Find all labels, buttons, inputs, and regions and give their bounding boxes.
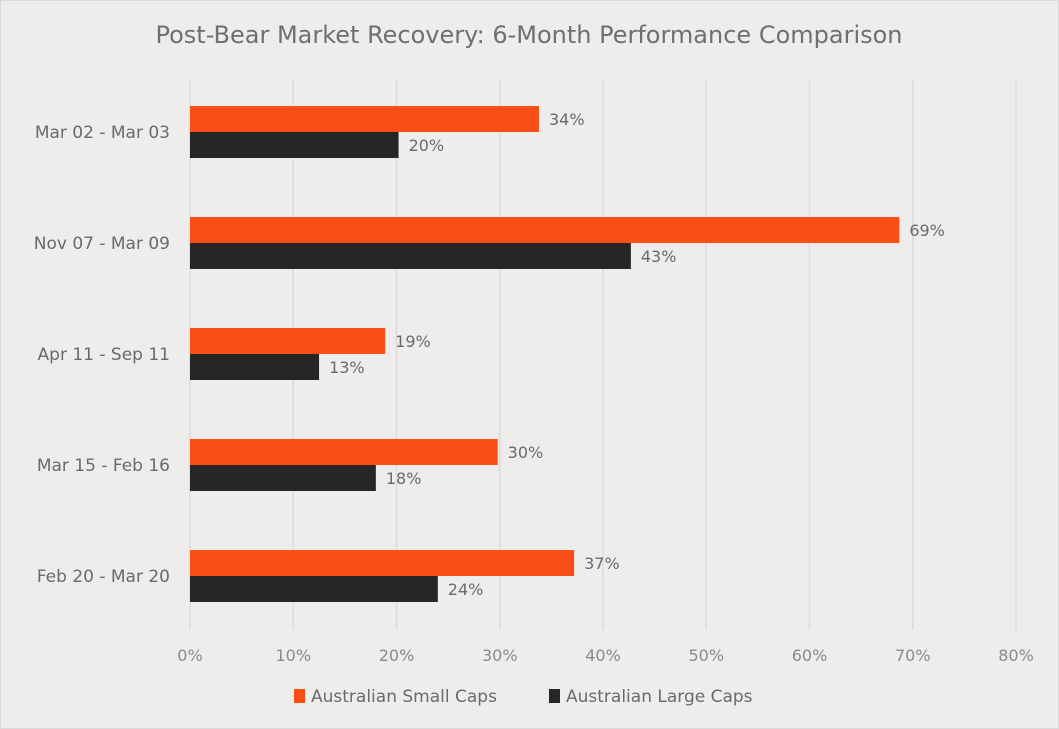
bar-small-caps xyxy=(190,550,575,576)
bar-small-caps xyxy=(190,217,900,243)
gridlines xyxy=(189,80,1017,630)
bar-large-caps xyxy=(190,465,376,491)
legend-label: Australian Large Caps xyxy=(566,687,753,707)
category-labels: Mar 02 - Mar 03 Nov 07 - Mar 09 Apr 11 - S… xyxy=(34,123,170,587)
data-label: 20% xyxy=(409,136,445,155)
x-tick-label: 70% xyxy=(895,646,931,665)
data-label: 30% xyxy=(508,443,544,462)
legend: Australian Small Caps Australian Large Ca… xyxy=(294,687,753,707)
x-tick-label: 40% xyxy=(585,646,621,665)
legend-label: Australian Small Caps xyxy=(311,687,497,707)
chart-title: Post-Bear Market Recovery: 6-Month Perfo… xyxy=(155,21,902,49)
bar-small-caps xyxy=(190,328,386,354)
category-label: Mar 02 - Mar 03 xyxy=(35,123,170,143)
x-tick-label: 80% xyxy=(998,646,1034,665)
data-label: 24% xyxy=(448,580,484,599)
bars: 34% 20% 69% 43% 19% 13% 30% 18% 37% 24% xyxy=(190,106,945,602)
data-label: 34% xyxy=(549,110,585,129)
legend-swatch xyxy=(549,689,560,703)
bar-small-caps xyxy=(190,439,498,465)
x-tick-label: 60% xyxy=(792,646,828,665)
x-tick-label: 0% xyxy=(177,646,202,665)
category-label: Nov 07 - Mar 09 xyxy=(34,234,170,254)
bar-large-caps xyxy=(190,132,399,158)
data-label: 69% xyxy=(909,221,945,240)
bar-large-caps xyxy=(190,354,320,380)
data-label: 13% xyxy=(329,358,365,377)
x-tick-label: 50% xyxy=(688,646,724,665)
legend-swatch xyxy=(294,689,305,703)
x-tick-label: 10% xyxy=(275,646,311,665)
x-tick-label: 30% xyxy=(482,646,518,665)
bar-small-caps xyxy=(190,106,539,132)
data-label: 19% xyxy=(395,332,431,351)
x-tick-label: 20% xyxy=(379,646,415,665)
data-label: 18% xyxy=(386,469,422,488)
data-label: 43% xyxy=(641,247,677,266)
bar-large-caps xyxy=(190,576,438,602)
bar-large-caps xyxy=(190,243,631,269)
x-tick-labels: 0% 10% 20% 30% 40% 50% 60% 70% 80% xyxy=(177,646,1033,665)
category-label: Mar 15 - Feb 16 xyxy=(37,456,170,476)
category-label: Feb 20 - Mar 20 xyxy=(37,567,170,587)
data-label: 37% xyxy=(584,554,620,573)
category-label: Apr 11 - Sep 11 xyxy=(38,345,170,365)
